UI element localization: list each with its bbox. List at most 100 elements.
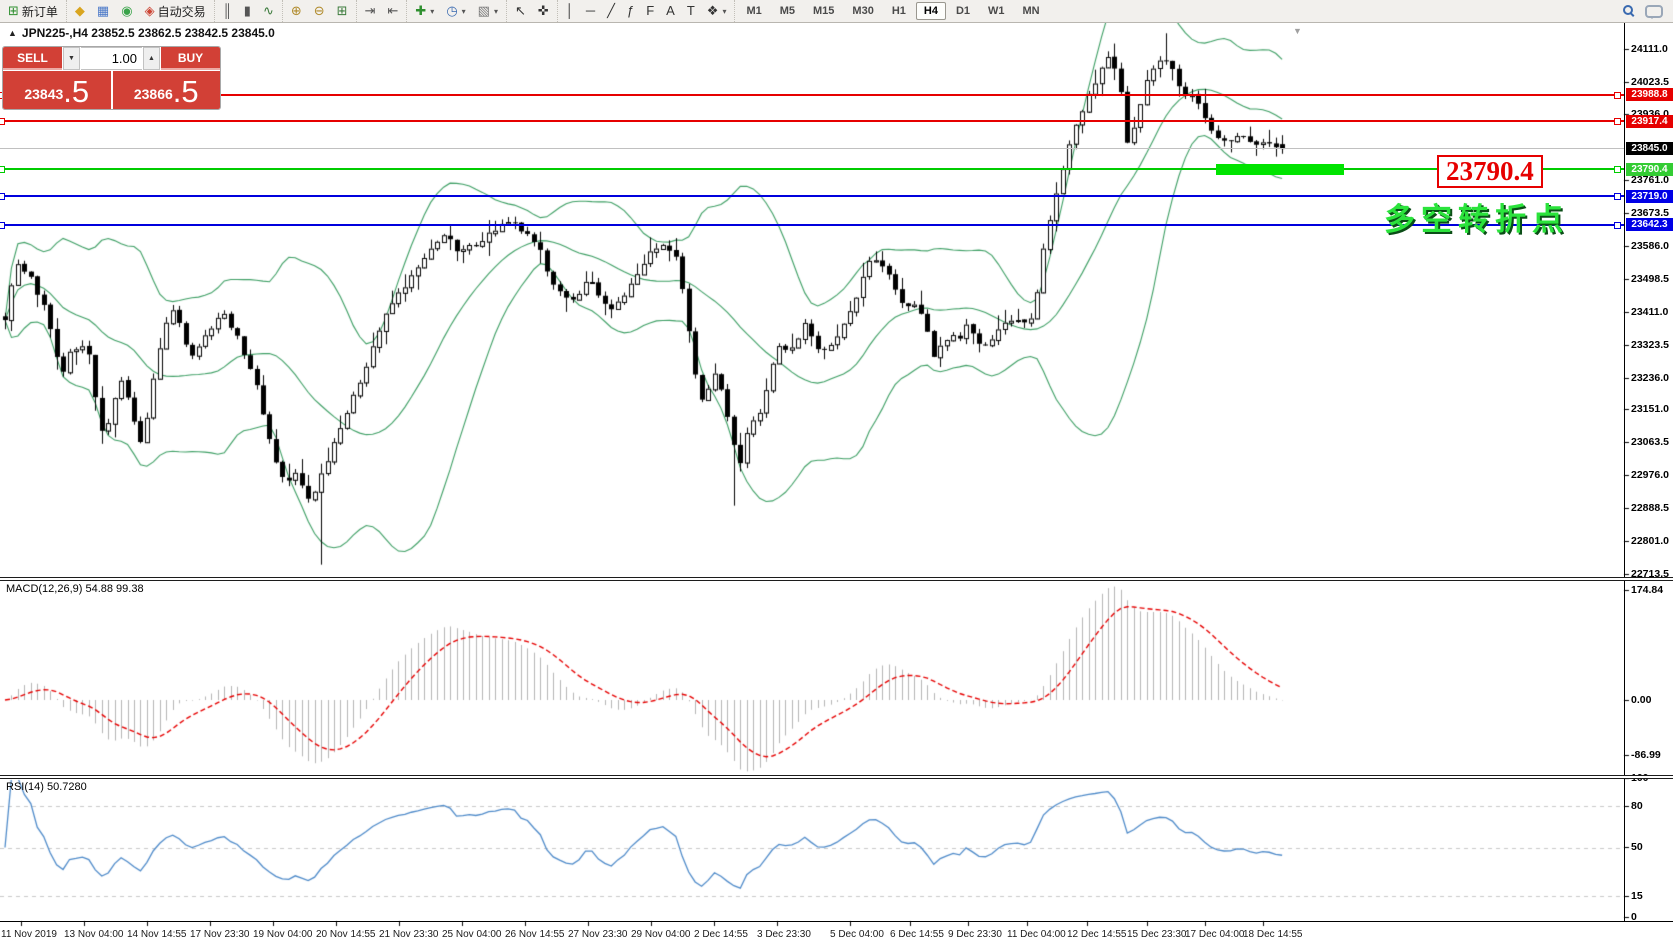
zoom-out-button[interactable]: ⊖ [309,1,330,21]
time-axis-label: 18 Dec 14:55 [1243,929,1303,940]
highlight-rectangle[interactable] [1216,164,1344,175]
toolbar-group-7: │ ─ ╱ ƒ F A T ❖ ▾ [556,0,735,22]
toolbar-group-1: ◆ ▦ ◉ ◈ 自动交易 [65,0,214,22]
price-tick: 22888.5 [1631,502,1669,515]
sell-price[interactable]: 23843.5 [3,71,111,109]
auto-scroll-icon: ⇥ [364,3,376,18]
timeframe-d1[interactable]: D1 [955,5,971,17]
cursor-button[interactable]: ↖ [510,1,531,21]
zoom-in-button[interactable]: ⊕ [286,1,307,21]
tile-windows-button[interactable]: ⊞ [332,1,353,21]
support-line-green-left-handle[interactable] [0,166,5,174]
rsi-axis-tick: 0 [1631,911,1637,923]
support-line-blue-upper-price-badge: 23719.0 [1626,189,1673,203]
time-axis-label: 2 Dec 14:55 [694,929,748,940]
terminal-button[interactable]: ▦ [92,1,114,21]
timeframe-h1[interactable]: H1 [891,5,906,17]
search-icon[interactable] [1623,5,1635,17]
market-watch-button[interactable]: ◆ [70,1,90,21]
timeframe-m1[interactable]: M1 [746,5,762,17]
trendline-button[interactable]: ╱ [602,1,620,21]
new-order-button[interactable]: ⊞ 新订单 [3,1,63,22]
macd-axis-tick: 174.84 [1631,584,1664,596]
resistance-line-upper[interactable] [0,93,1624,96]
auto-trading-button-label: 自动交易 [157,4,206,19]
crosshair-button[interactable]: ✜ [533,1,554,21]
sell-button[interactable]: SELL [3,47,62,70]
resistance-line-lower-right-handle[interactable] [1614,118,1621,126]
chart-shift-button[interactable]: ⇤ [382,1,403,21]
support-line-blue-upper-left-handle[interactable] [0,193,5,200]
turning-point-text[interactable]: 多空转折点 [1384,202,1569,237]
time-axis-label: 15 Dec 23:30 [1127,929,1187,940]
text-button[interactable]: A [661,1,680,21]
current-price-line[interactable] [0,148,1624,150]
chat-icon[interactable] [1645,4,1663,19]
rsi-axis-tick: 80 [1631,800,1643,812]
timeframe-mn[interactable]: MN [1022,5,1040,17]
panel-toggle-icon[interactable]: ▲ [8,28,17,38]
timeframe-m15[interactable]: M15 [813,5,835,17]
trendline-icon: ╱ [607,3,615,18]
auto-scroll-button[interactable]: ⇥ [360,1,381,21]
resistance-line-lower[interactable] [0,120,1624,123]
crosshair-icon: ✜ [537,3,549,18]
support-line-blue-lower[interactable] [0,223,1624,226]
support-line-green-right-handle[interactable] [1614,166,1621,174]
chevron-down-icon[interactable]: ▾ [461,6,466,16]
chevron-down-icon[interactable]: ▾ [722,6,727,16]
timeframe-w1[interactable]: W1 [988,5,1005,17]
auto-trading-button[interactable]: ◈ 自动交易 [140,1,211,22]
support-line-blue-upper[interactable] [0,195,1624,197]
candlestick-chart-button[interactable]: ▮ [239,1,256,21]
time-axis-label: 21 Nov 23:30 [379,929,439,940]
rsi-pane-splitter[interactable] [0,775,1673,779]
shapes-button[interactable]: ❖ ▾ [702,1,732,21]
macd-pane-splitter[interactable] [0,577,1673,581]
fibonacci-button[interactable]: ƒ [622,1,639,21]
indicators-button[interactable]: ✚ ▾ [410,1,439,21]
horizontal-line-icon: ─ [585,3,596,18]
periods-button[interactable]: ◷ ▾ [441,1,470,21]
vertical-line-icon: │ [565,3,574,18]
support-line-blue-upper-right-handle[interactable] [1614,193,1621,200]
resistance-line-lower-left-handle[interactable] [0,118,5,126]
price-tick: 24111.0 [1631,42,1668,55]
chart-shift-marker-icon[interactable]: ▼ [1293,26,1302,36]
text-label-button[interactable]: T [682,1,700,21]
templates-button[interactable]: ▧ ▾ [473,1,503,21]
chevron-down-icon[interactable]: ▾ [430,6,435,16]
timeframe-h4[interactable]: H4 [915,2,946,20]
timeframe-m30[interactable]: M30 [852,5,874,17]
support-line-green[interactable] [0,168,1624,171]
support-line-blue-lower-right-handle[interactable] [1614,221,1621,229]
price-tick: 23586.0 [1631,239,1669,252]
volume-input[interactable]: 1.00 [81,47,142,70]
navigator-button[interactable]: ◉ [116,1,137,21]
volume-up-button[interactable]: ▲ [143,47,160,70]
price-tick: 23498.5 [1631,272,1669,285]
text-icon: A [666,3,675,18]
resistance-line-upper-right-handle[interactable] [1614,91,1621,99]
price-tick: 22976.0 [1631,469,1669,482]
rsi-axis-tick: 15 [1631,890,1643,902]
resistance-line-upper-price-badge: 23988.8 [1626,88,1673,102]
buy-price[interactable]: 23866.5 [112,71,220,109]
indicators-icon: ✚ [415,3,427,18]
price-box-annotation[interactable]: 23790.4 [1437,155,1543,188]
volume-down-button[interactable]: ▼ [63,47,80,70]
vertical-line-button[interactable]: │ [561,1,579,21]
price-tick: 23411.0 [1631,305,1669,318]
bar-chart-button[interactable]: ║ [218,1,237,21]
buy-button[interactable]: BUY [161,47,220,70]
time-axis-label: 13 Nov 04:00 [64,929,124,940]
support-line-blue-lower-left-handle[interactable] [0,221,5,229]
fibo-expansion-button[interactable]: F [641,1,659,21]
time-axis-label: 25 Nov 04:00 [442,929,502,940]
chevron-down-icon[interactable]: ▾ [493,6,498,16]
line-chart-button[interactable]: ∿ [258,1,279,21]
time-axis-label: 12 Dec 14:55 [1067,929,1127,940]
timeframe-m5[interactable]: M5 [779,5,796,17]
horizontal-line-button[interactable]: ─ [581,1,600,21]
